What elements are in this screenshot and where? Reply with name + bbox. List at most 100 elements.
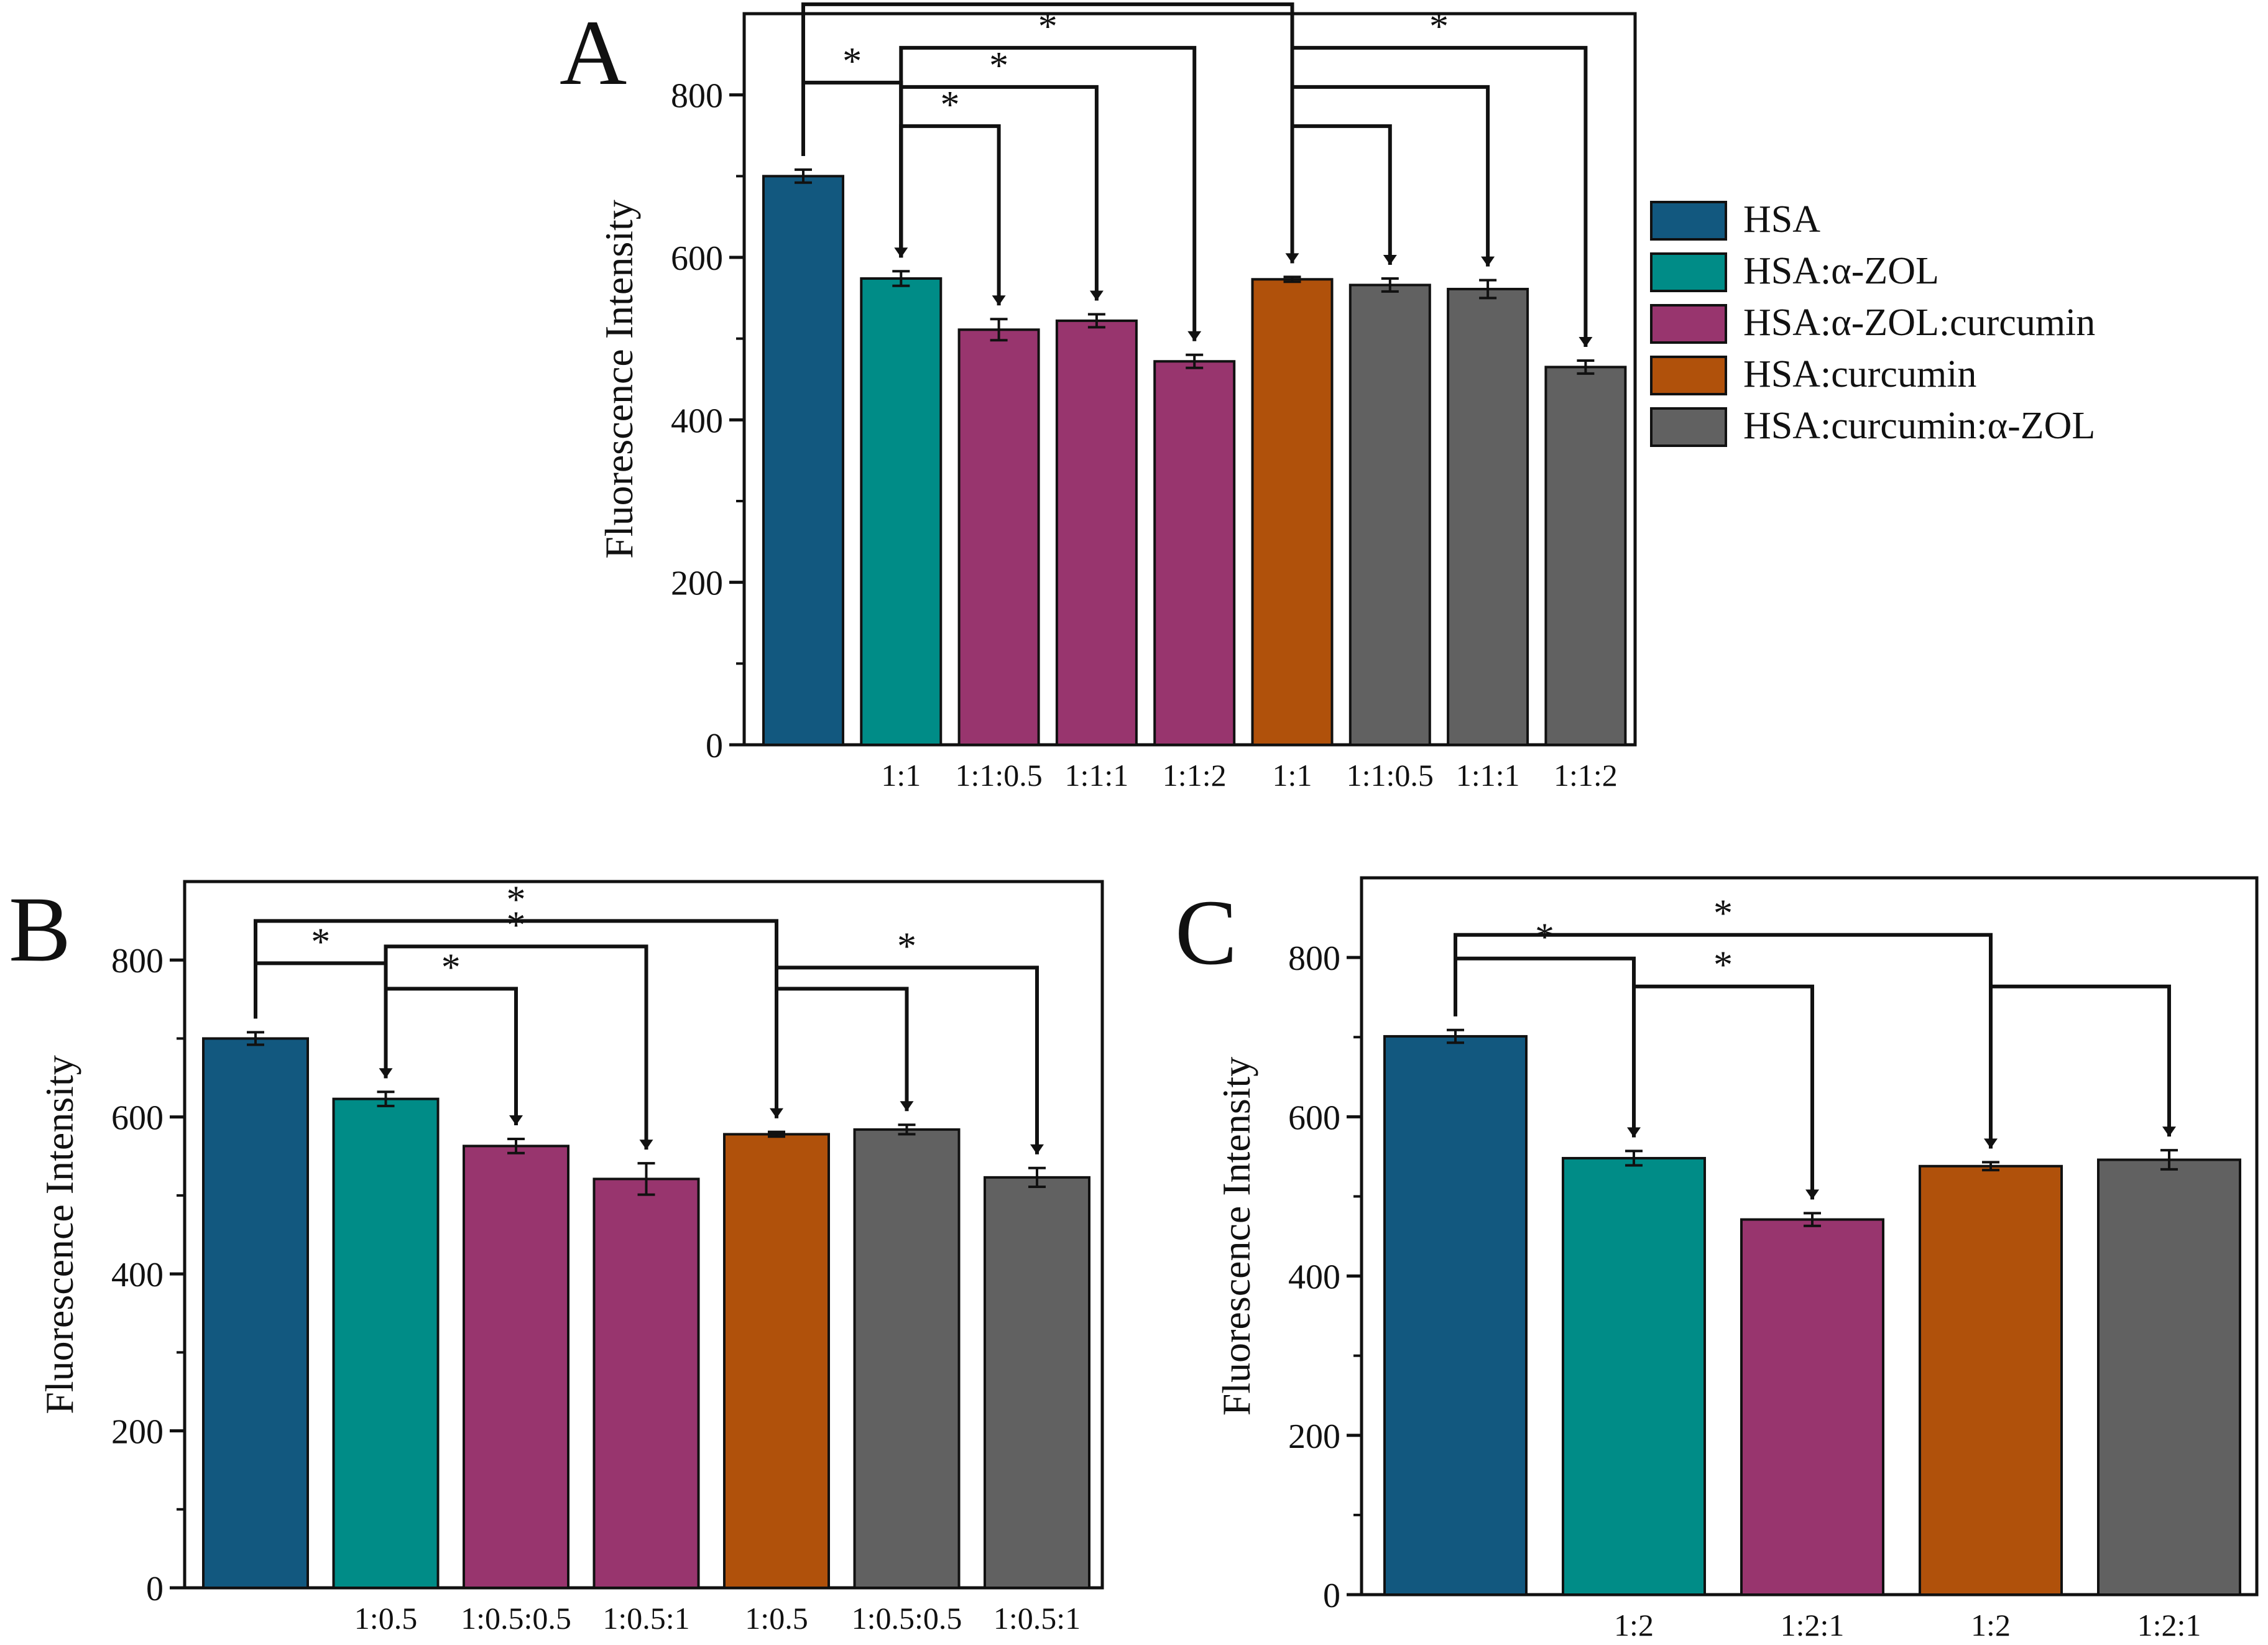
panel-c-y-tick-label: 600 — [1288, 1099, 1340, 1137]
panel-b-category-label: 1:0.5 — [745, 1601, 808, 1636]
panel-a-y-tick-label: 0 — [706, 727, 723, 765]
panel-a-y-axis-title: Fluorescence Intensity — [597, 200, 641, 559]
panel-c-y-tick-label: 800 — [1288, 939, 1340, 978]
panel-b-significance-star: * — [507, 878, 526, 921]
panel-a-category-label: 1:1 — [881, 758, 921, 793]
legend-swatch — [1650, 252, 1727, 292]
panel-c-bar — [1919, 1164, 2063, 1596]
panel-a-bar — [1055, 319, 1138, 746]
panel-a-y-tick-label: 600 — [671, 239, 723, 278]
panel-a-bar — [1544, 366, 1627, 746]
panel-c-significance-star: * — [1535, 916, 1554, 959]
panel-c-letter: C — [1175, 881, 1237, 984]
panel-a-y-tick-label: 400 — [671, 402, 723, 440]
panel-b-significance-bracket — [384, 944, 648, 1150]
panel-a-bracket-arrowhead — [1579, 336, 1593, 347]
panel-a-category-label: 1:1:0.5 — [1347, 758, 1434, 793]
panel-c-significance-bracket — [1632, 984, 1814, 1200]
panel-b-bar — [463, 1145, 569, 1589]
panel-a-significance-bracket — [899, 45, 1197, 341]
panel-b-y-tick-label: 0 — [146, 1570, 164, 1608]
panel-c-y-tick-label: 200 — [1288, 1417, 1340, 1456]
panel-a-bar — [860, 277, 943, 746]
legend: HSA HSA:α-ZOL HSA:α-ZOL:curcumin HSA:curcum… — [1650, 198, 2095, 447]
panel-c-category-label: 1:2:1 — [2137, 1608, 2201, 1643]
panel-b-bar — [984, 1176, 1090, 1589]
panel-a-bar — [1447, 287, 1529, 746]
legend-swatch — [1650, 407, 1727, 447]
panel-b-category-label: 1:0.5:0.5 — [852, 1601, 962, 1636]
panel-b-category-label: 1:0.5:0.5 — [461, 1601, 571, 1636]
legend-swatch — [1650, 356, 1727, 395]
panel-b-y-tick-label: 600 — [111, 1099, 164, 1138]
panel-a-category-label: 1:1:2 — [1554, 758, 1618, 793]
panel-a-letter: A — [560, 1, 627, 104]
panel-c-bracket-arrowhead — [2162, 1127, 2176, 1137]
legend-label: HSA:curcumin:α-ZOL — [1743, 405, 2095, 447]
panel-c-bar — [2097, 1158, 2241, 1596]
panel-a-category-label: 1:1:2 — [1163, 758, 1227, 793]
panel-c-bar — [1562, 1156, 1706, 1597]
panel-b-bar — [723, 1133, 830, 1589]
panel-c-bar — [1383, 1034, 1528, 1597]
panel-c-chart: 0 200 400 600 800 Fluorescence Intensity C 1:2 1… — [1175, 876, 2259, 1643]
panel-b-chart: 0 200 400 600 800 Fluorescence Intensity B 1:0.… — [9, 878, 1104, 1636]
panel-a-category-label: 1:1 — [1273, 758, 1312, 793]
panel-b-significance-bracket — [775, 987, 909, 1118]
panel-b-significance-star: * — [441, 946, 461, 988]
panel-b-letter: B — [9, 878, 71, 981]
panel-c-y-axis-title: Fluorescence Intensity — [1214, 1057, 1258, 1416]
legend-label: HSA:curcumin — [1743, 353, 1976, 395]
panel-b-bracket-arrowhead — [900, 1101, 914, 1112]
panel-b-category-label: 1:0.5:1 — [602, 1601, 689, 1636]
panel-a-significance-bracket — [1290, 124, 1392, 265]
panel-a-significance-star: * — [989, 45, 1008, 87]
panel-b-bracket-arrowhead — [639, 1140, 653, 1150]
panel-a-bracket-arrowhead — [1089, 290, 1104, 301]
panel-a-chart: 0 200 400 600 800 Fluorescence Intensity A 1:1 1… — [560, 0, 1637, 793]
panel-a-significance-star: * — [1038, 6, 1058, 48]
panel-b-category-label: 1:0.5:1 — [993, 1601, 1081, 1636]
panel-c-bracket-arrowhead — [1805, 1189, 1819, 1200]
panel-b-significance-bracket — [775, 965, 1039, 1154]
legend-label: HSA — [1743, 198, 1820, 241]
panel-a-bar — [1153, 360, 1236, 746]
panel-b-significance-star: * — [897, 925, 916, 967]
panel-a-significance-star: * — [1038, 0, 1058, 4]
panel-a-bracket-arrowhead — [1187, 331, 1202, 341]
panel-b-bar — [592, 1177, 700, 1589]
panel-b-category-label: 1:0.5 — [354, 1601, 417, 1636]
panel-a-bar — [1348, 283, 1431, 746]
panel-a-y-tick-label: 200 — [671, 564, 723, 603]
panel-b-bar — [332, 1097, 440, 1589]
panel-c-category-label: 1:2:1 — [1781, 1608, 1845, 1643]
panel-a-bracket-arrowhead — [1383, 254, 1397, 265]
panel-a-bar — [957, 328, 1040, 746]
panel-c-bar — [1740, 1218, 1884, 1596]
panel-b-y-axis-title: Fluorescence Intensity — [37, 1055, 81, 1414]
panel-b-bar — [853, 1128, 961, 1589]
panel-c-significance-star: * — [1713, 893, 1733, 935]
legend-swatch — [1650, 201, 1727, 241]
panel-c-category-label: 1:2 — [1614, 1608, 1654, 1643]
panel-a-significance-star: * — [1429, 6, 1449, 48]
panel-c-significance-bracket — [1989, 984, 2171, 1149]
panel-a-bracket-arrowhead — [1481, 256, 1495, 267]
panel-a-y-tick-label: 800 — [671, 77, 723, 116]
panel-c-category-label: 1:2 — [1971, 1608, 2011, 1643]
panel-a-bar — [762, 175, 844, 747]
panel-b-y-tick-label: 200 — [111, 1413, 164, 1452]
panel-c-y-tick-label: 400 — [1288, 1258, 1340, 1297]
panel-b-bracket-arrowhead — [509, 1115, 523, 1126]
panel-b-y-tick-label: 400 — [111, 1256, 164, 1294]
legend-swatch — [1650, 304, 1727, 344]
panel-a-category-label: 1:1:1 — [1065, 758, 1129, 793]
panel-a-significance-star: * — [940, 84, 959, 126]
panel-c-y-tick-label: 0 — [1323, 1577, 1340, 1615]
panel-a-category-label: 1:1:0.5 — [955, 758, 1042, 793]
legend-label: HSA:α-ZOL — [1743, 250, 1939, 292]
panel-b-bracket-arrowhead — [1030, 1144, 1044, 1154]
panel-b-significance-star: * — [507, 904, 526, 946]
legend-label: HSA:α-ZOL:curcumin — [1743, 302, 2095, 344]
